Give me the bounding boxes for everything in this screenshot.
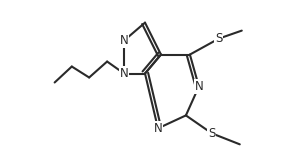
Text: N: N — [154, 122, 162, 135]
Text: S: S — [208, 127, 215, 140]
Text: N: N — [120, 34, 128, 47]
Text: N: N — [194, 80, 203, 93]
Text: N: N — [120, 67, 128, 80]
Text: S: S — [215, 32, 223, 45]
